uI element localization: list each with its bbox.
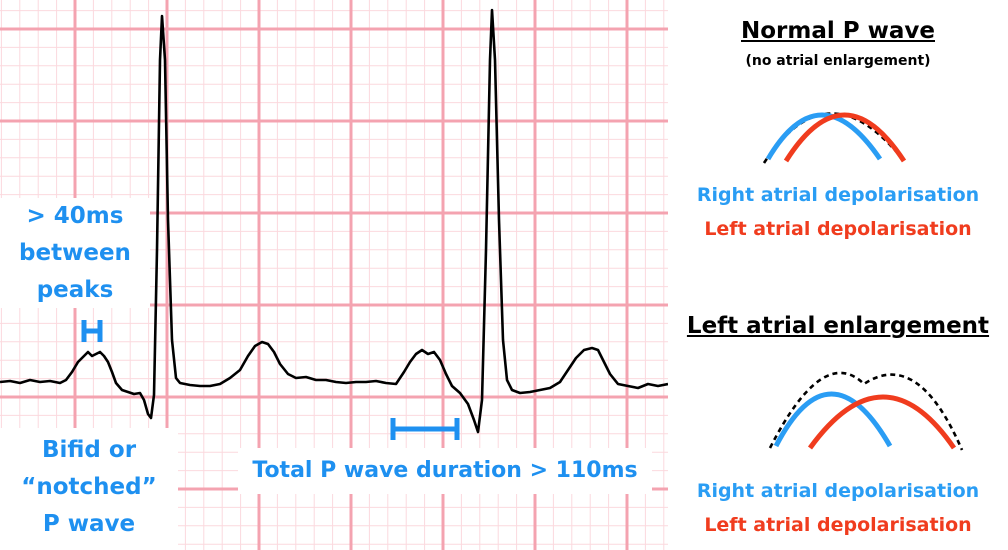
normal-left-atrial-wave bbox=[783, 112, 907, 163]
normal-p-wave-subtitle: (no atrial enlargement) bbox=[745, 53, 931, 69]
ecg-trace-line bbox=[0, 8, 668, 434]
normal-right-atrial-wave bbox=[765, 112, 883, 161]
normal-p-wave-title: Normal P wave bbox=[741, 18, 935, 44]
enlarged-left-atrial-wave bbox=[807, 394, 957, 450]
total-duration-label: Total P wave duration > 110ms bbox=[238, 448, 652, 494]
enlarged-right-atrial-wave bbox=[773, 391, 893, 448]
ecg-strip: > 40ms between peaks Bifid or “notched” … bbox=[0, 0, 668, 550]
peak-interval-label: > 40ms between peaks bbox=[0, 198, 150, 308]
enlarged-p-wave-diagram bbox=[768, 371, 964, 451]
duration-bracket bbox=[390, 418, 460, 440]
bifid-p-wave-label: Bifid or “notched” P wave bbox=[0, 428, 178, 550]
normal-left-atrial-label: Left atrial depolarisation bbox=[704, 218, 972, 240]
p-wave-comparison-panel: Normal P wave (no atrial enlargement) Ri… bbox=[668, 0, 1008, 550]
normal-right-atrial-label: Right atrial depolarisation bbox=[696, 184, 980, 206]
left-atrial-enlargement-title: Left atrial enlargement bbox=[686, 313, 990, 339]
peak-interval-bracket bbox=[81, 320, 103, 342]
enlarged-right-atrial-label: Right atrial depolarisation bbox=[696, 480, 980, 502]
normal-p-wave-diagram bbox=[762, 112, 907, 164]
enlarged-left-atrial-label: Left atrial depolarisation bbox=[704, 514, 972, 536]
